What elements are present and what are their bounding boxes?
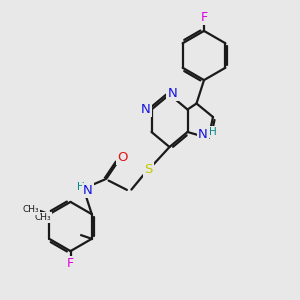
- Text: CH₃: CH₃: [23, 205, 40, 214]
- Text: N: N: [83, 184, 93, 197]
- Text: H: H: [77, 182, 85, 192]
- Text: S: S: [144, 163, 153, 176]
- Text: CH₃: CH₃: [34, 213, 51, 222]
- Text: F: F: [67, 257, 74, 270]
- Text: O: O: [117, 151, 128, 164]
- Text: N: N: [168, 86, 177, 100]
- Text: N: N: [141, 103, 151, 116]
- Text: H: H: [209, 127, 217, 137]
- Text: N: N: [198, 128, 208, 141]
- Text: F: F: [200, 11, 208, 24]
